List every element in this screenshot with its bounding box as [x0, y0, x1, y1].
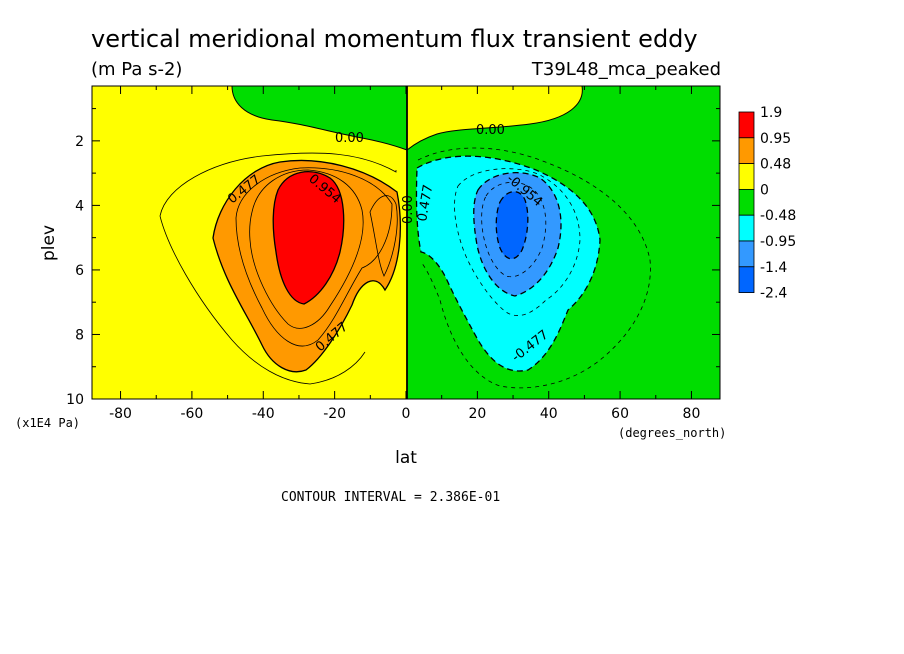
y-axis-label: plev: [39, 225, 59, 261]
contour-south-zero-bump: [369, 195, 398, 277]
x-tick-label: -80: [109, 406, 132, 422]
contour-south-outer: [159, 152, 397, 217]
contour-label: 0.477: [415, 183, 436, 222]
y-tick-label: 6: [75, 263, 84, 279]
x-tick-label: -20: [323, 406, 346, 422]
x-tick-label: 80: [683, 406, 701, 422]
x-tick-label: 0: [402, 406, 411, 422]
colorbar: 1.9 0.95 0.48 0 -0.48 -0.95 -1.4 -2.4: [738, 105, 796, 302]
colorbar-level-label: -0.48: [760, 208, 796, 224]
x-tick-label: 60: [611, 406, 629, 422]
colorbar-level-label: 0: [760, 182, 769, 198]
chart-title: vertical meridional momentum flux transi…: [91, 25, 698, 53]
fill-green-top-south: [231, 85, 408, 151]
x-axis-units: (degrees_north): [618, 426, 726, 440]
x-tick-label: -40: [252, 406, 275, 422]
x-axis-label: lat: [395, 448, 417, 468]
colorbar-swatch: [738, 188, 755, 216]
contour-south-mid: [235, 167, 393, 347]
colorbar-level-label: -1.4: [760, 260, 787, 276]
units-label: (m Pa s-2): [91, 59, 182, 80]
contour-south-inner: [249, 169, 364, 329]
contour-south-outer-lower: [159, 215, 366, 385]
colorbar-swatch: [738, 137, 755, 165]
y-tick-label: 2: [75, 134, 84, 150]
contour-label: 0.00: [401, 195, 416, 224]
contour-label: 0.00: [476, 123, 505, 138]
plot-area: [92, 85, 720, 399]
contour-interval-text: CONTOUR INTERVAL = 2.386E-01: [281, 490, 500, 505]
colorbar-swatch: [738, 214, 755, 242]
colorbar-level-label: 1.9: [760, 105, 782, 121]
colorbar-level-label: 0.48: [760, 157, 791, 173]
fill-blue-north: [495, 190, 529, 260]
run-label: T39L48_mca_peaked: [531, 59, 721, 80]
y-axis-units: (x1E4 Pa): [15, 416, 80, 430]
contour-north-inner: [481, 182, 547, 278]
y-tick-label: 8: [75, 327, 84, 343]
y-tick-label: 10: [66, 392, 84, 408]
colorbar-level-label: -0.95: [760, 234, 796, 250]
colorbar-swatch: [738, 266, 755, 293]
colorbar-level-label: -2.4: [760, 286, 787, 302]
colorbar-swatch: [738, 111, 755, 139]
colorbar-level-label: 0.95: [760, 131, 791, 147]
contour-label: 0.00: [335, 131, 364, 146]
x-tick-label: 20: [468, 406, 486, 422]
colorbar-swatch: [738, 163, 755, 190]
x-axis: -80 -60 -40 -20 0 20 40 60 80: [109, 86, 700, 422]
fill-yellow-top-north: [406, 85, 583, 152]
colorbar-swatch: [738, 240, 755, 268]
y-tick-label: 4: [75, 198, 84, 214]
x-tick-label: -60: [180, 406, 203, 422]
y-axis: 2 4 6 8 10: [66, 108, 720, 408]
x-tick-label: 40: [540, 406, 558, 422]
fill-red-south: [272, 171, 345, 305]
contour-north-mid: [454, 168, 581, 316]
